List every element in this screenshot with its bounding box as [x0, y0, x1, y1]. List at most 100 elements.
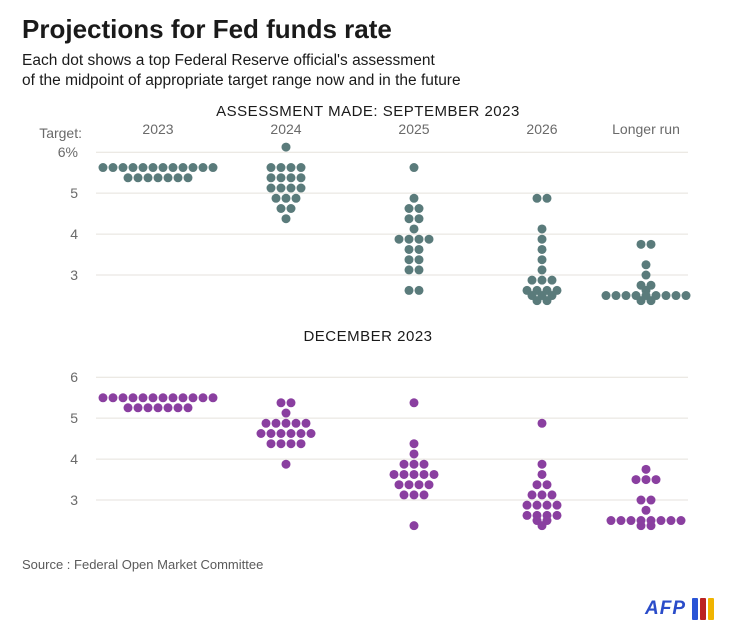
dot [287, 440, 296, 449]
dot [410, 440, 419, 449]
dot [548, 276, 557, 285]
dot [159, 163, 168, 172]
dot [415, 245, 424, 254]
dot [405, 215, 414, 224]
dot [277, 399, 286, 408]
dot [430, 470, 439, 479]
dot [415, 286, 424, 295]
charts-container: ASSESSMENT MADE: SEPTEMBER 20233456%Targ… [0, 103, 736, 547]
dot [538, 266, 547, 275]
dot [533, 480, 542, 489]
dot [410, 460, 419, 469]
dot [99, 394, 108, 403]
dot [99, 163, 108, 172]
dot [282, 215, 291, 224]
dot [410, 470, 419, 479]
afp-bar-2 [700, 598, 706, 620]
dot [297, 440, 306, 449]
dot [134, 404, 143, 413]
dot [179, 394, 188, 403]
dot [184, 404, 193, 413]
ytick-label: 5 [70, 410, 78, 426]
dot [400, 491, 409, 500]
dot [410, 450, 419, 459]
dot [523, 511, 532, 520]
dot [209, 163, 218, 172]
dot [415, 255, 424, 264]
dot [267, 174, 276, 183]
dot [538, 460, 547, 469]
dot [174, 404, 183, 413]
dot [257, 429, 266, 438]
dot [667, 516, 676, 525]
dot [287, 399, 296, 408]
dot [169, 394, 178, 403]
dot [647, 240, 656, 249]
dot [538, 521, 547, 530]
dot [415, 480, 424, 489]
source-text: Source : Federal Open Market Committee [0, 557, 736, 572]
dot [267, 440, 276, 449]
dot [528, 491, 537, 500]
subtitle-line-2: of the midpoint of appropriate target ra… [22, 72, 461, 89]
dot [617, 516, 626, 525]
panel-title-0: ASSESSMENT MADE: SEPTEMBER 2023 [0, 103, 736, 120]
dot [405, 204, 414, 213]
dot [277, 174, 286, 183]
category-label: 2026 [526, 122, 557, 137]
dot [134, 174, 143, 183]
dot [533, 194, 542, 203]
afp-logo-text: AFP [645, 598, 686, 620]
dot [129, 394, 138, 403]
dot [287, 204, 296, 213]
dot [297, 429, 306, 438]
dot [154, 404, 163, 413]
dot [282, 194, 291, 203]
dot [139, 163, 148, 172]
dot [129, 163, 138, 172]
dot [272, 194, 281, 203]
dot [199, 394, 208, 403]
dot [523, 501, 532, 510]
dot [538, 276, 547, 285]
panel-svg-0: 3456%Target:2023202420252026Longer run [28, 122, 708, 322]
category-label: Longer run [612, 122, 680, 137]
dot [287, 174, 296, 183]
dot [553, 511, 562, 520]
dot [302, 419, 311, 428]
dot [287, 429, 296, 438]
dot [602, 291, 611, 300]
dot [277, 204, 286, 213]
ytick-label: 4 [70, 451, 78, 467]
dot [622, 291, 631, 300]
dot [607, 516, 616, 525]
dot [174, 174, 183, 183]
afp-logo-bars [692, 598, 714, 620]
category-label: 2024 [270, 122, 301, 137]
dot [637, 240, 646, 249]
dot [297, 174, 306, 183]
dot [410, 521, 419, 530]
dot [282, 409, 291, 418]
dot [548, 491, 557, 500]
dot [390, 470, 399, 479]
dot [109, 394, 118, 403]
dot [292, 194, 301, 203]
subtitle-line-1: Each dot shows a top Federal Reserve off… [22, 52, 435, 69]
dot [144, 404, 153, 413]
ytick-label: 4 [70, 226, 78, 242]
dot [642, 465, 651, 474]
dot [262, 419, 271, 428]
dot [297, 184, 306, 193]
dot [677, 516, 686, 525]
dot [415, 204, 424, 213]
chart-title: Projections for Fed funds rate [0, 0, 736, 51]
dot [267, 184, 276, 193]
dot [139, 394, 148, 403]
panel-chart-0: 3456%Target:2023202420252026Longer run [28, 122, 708, 322]
afp-bar-3 [708, 598, 714, 620]
yaxis-title: Target: [39, 125, 82, 141]
dot [543, 501, 552, 510]
dot [642, 261, 651, 270]
dot [543, 480, 552, 489]
